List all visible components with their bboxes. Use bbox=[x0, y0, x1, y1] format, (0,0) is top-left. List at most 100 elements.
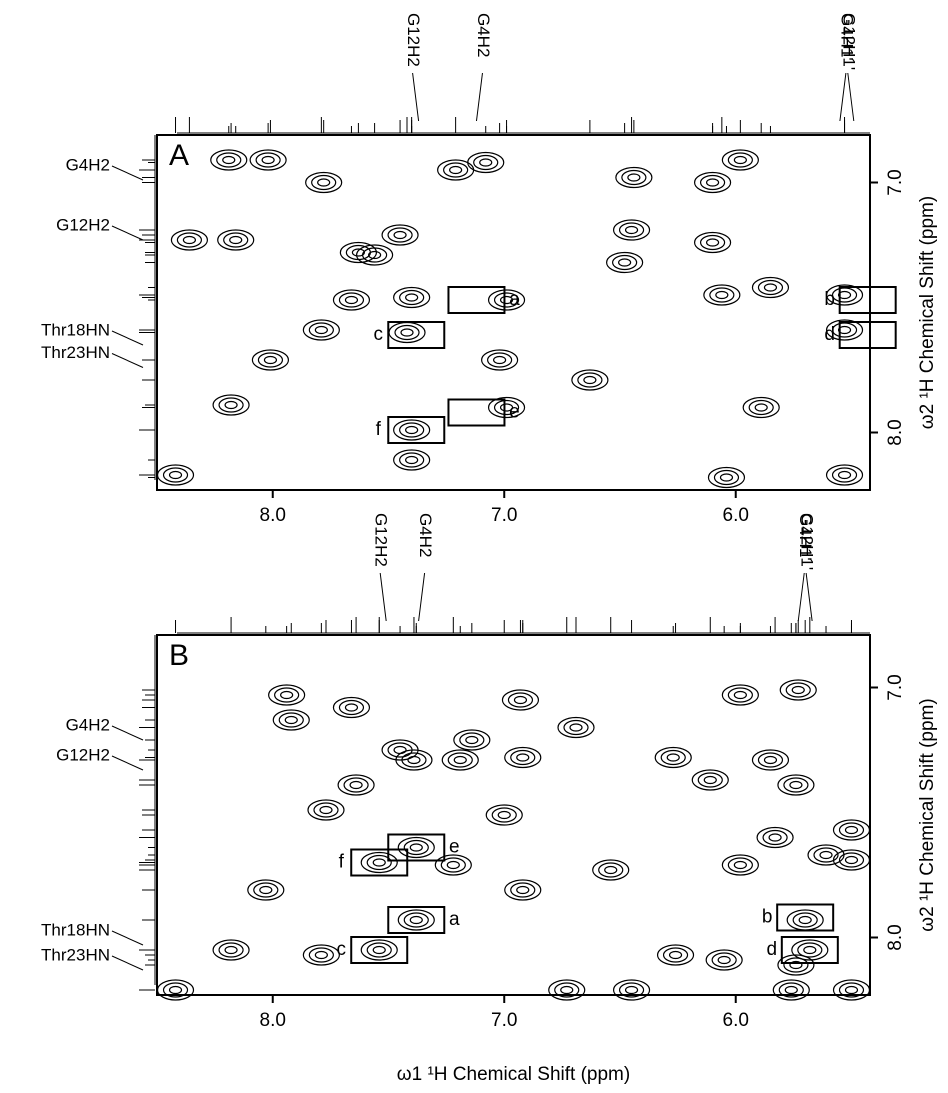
peak-box bbox=[388, 322, 444, 348]
contour-line bbox=[626, 987, 638, 994]
contour-line bbox=[262, 157, 274, 164]
contour-line bbox=[734, 157, 746, 164]
panel-label: A bbox=[169, 139, 189, 172]
contour-line bbox=[223, 157, 235, 164]
contour-line bbox=[260, 887, 272, 894]
peak bbox=[269, 685, 305, 705]
panel-label: B bbox=[169, 639, 189, 672]
contour-line bbox=[833, 323, 857, 337]
contour-line bbox=[170, 472, 182, 479]
assignment-leader bbox=[476, 73, 482, 121]
contour-line bbox=[578, 373, 602, 387]
contour-line bbox=[225, 402, 237, 409]
assignment-leader bbox=[112, 956, 143, 970]
contour-line bbox=[309, 948, 333, 962]
peak-assignment: G4H2 bbox=[66, 155, 110, 174]
peak bbox=[218, 230, 254, 250]
peak bbox=[792, 940, 828, 960]
peak bbox=[158, 465, 194, 485]
contour-line bbox=[480, 159, 492, 166]
peak bbox=[389, 323, 425, 343]
peak bbox=[773, 980, 809, 1000]
contour-line bbox=[460, 733, 484, 747]
contour-line bbox=[667, 754, 679, 761]
contour-line bbox=[833, 468, 857, 482]
peak bbox=[708, 468, 744, 488]
peak bbox=[454, 730, 490, 750]
peak bbox=[361, 940, 397, 960]
box-label: c bbox=[336, 939, 346, 960]
peak bbox=[833, 980, 869, 1000]
contour-line bbox=[318, 179, 330, 186]
contour-line bbox=[285, 717, 297, 724]
contour-line bbox=[712, 953, 736, 967]
x-tick-label: 8.0 bbox=[260, 505, 286, 526]
box-label: b bbox=[824, 289, 835, 310]
box-label: b bbox=[762, 907, 773, 928]
peak bbox=[572, 370, 608, 390]
contour-line bbox=[346, 246, 370, 260]
contour-line bbox=[447, 862, 459, 869]
peak bbox=[338, 775, 374, 795]
peak bbox=[486, 805, 522, 825]
contour-line bbox=[670, 952, 682, 959]
contour-line bbox=[177, 233, 201, 247]
contour-line bbox=[367, 943, 391, 957]
peak-box bbox=[840, 287, 896, 313]
peak bbox=[706, 950, 742, 970]
contour-line bbox=[564, 721, 588, 735]
contour-line bbox=[345, 297, 357, 304]
contour-line bbox=[404, 913, 428, 927]
contour-line bbox=[400, 423, 424, 437]
contour-line bbox=[720, 474, 732, 481]
y-axis-label: ω2 ¹H Chemical Shift (ppm) bbox=[917, 196, 938, 429]
peak bbox=[438, 160, 474, 180]
contour-line bbox=[164, 468, 188, 482]
peak bbox=[158, 980, 194, 1000]
peak bbox=[722, 685, 758, 705]
peak bbox=[306, 173, 342, 193]
peak bbox=[692, 770, 728, 790]
contour-line bbox=[217, 153, 241, 167]
contour-line bbox=[363, 248, 387, 262]
contour-line bbox=[769, 834, 781, 841]
peak bbox=[614, 980, 650, 1000]
peak bbox=[252, 350, 288, 370]
peak bbox=[722, 855, 758, 875]
contour-line bbox=[339, 701, 363, 715]
contour-line bbox=[450, 167, 462, 174]
contour-line bbox=[701, 176, 725, 190]
contour-line bbox=[839, 823, 863, 837]
assignment-leader bbox=[112, 331, 143, 345]
peak bbox=[394, 288, 430, 308]
x-tick-label: 7.0 bbox=[491, 505, 517, 526]
peak bbox=[171, 230, 207, 250]
contour-line bbox=[716, 292, 728, 299]
contour-line bbox=[707, 239, 719, 246]
peak bbox=[382, 225, 418, 245]
contour-line bbox=[820, 852, 832, 859]
peak bbox=[752, 750, 788, 770]
peak bbox=[382, 740, 418, 760]
contour-line bbox=[605, 867, 617, 874]
assignment-leader bbox=[840, 73, 846, 121]
box-label: a bbox=[449, 909, 460, 930]
contour-line bbox=[275, 688, 299, 702]
contour-line bbox=[444, 163, 468, 177]
contour-line bbox=[408, 757, 420, 764]
peak-assignment: G4H1' bbox=[796, 513, 815, 561]
peak bbox=[695, 233, 731, 253]
peak-assignment: G12H2 bbox=[404, 13, 423, 67]
peak bbox=[778, 775, 814, 795]
peak bbox=[502, 690, 538, 710]
peak bbox=[808, 845, 844, 865]
contour-line bbox=[570, 724, 582, 731]
peak bbox=[780, 680, 816, 700]
x-tick-label: 6.0 bbox=[723, 505, 749, 526]
peak bbox=[778, 955, 814, 975]
contour-line bbox=[728, 153, 752, 167]
contour-line bbox=[170, 987, 182, 994]
assignment-leader bbox=[112, 354, 143, 368]
peak bbox=[435, 855, 471, 875]
contour-line bbox=[793, 913, 817, 927]
